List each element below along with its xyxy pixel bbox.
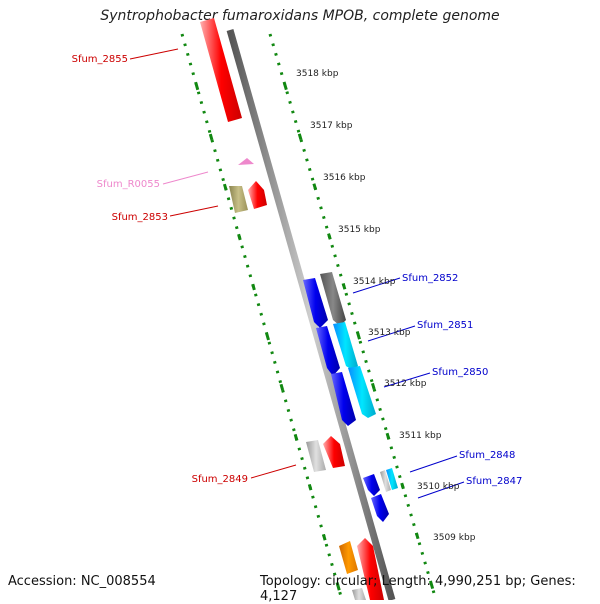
scale-label-3511: 3511 kbp: [399, 431, 442, 441]
track-major-tick: [312, 183, 318, 190]
track-major-tick: [385, 432, 391, 440]
gene-sfum-r0055[interactable]: [238, 158, 254, 165]
gene-label-sfum-2852[interactable]: Sfum_2852: [402, 273, 458, 284]
gene-light-bottom[interactable]: [352, 588, 366, 600]
track-major-tick: [297, 133, 303, 140]
gene-sfum-2853[interactable]: [248, 181, 267, 209]
scale-label-3514: 3514 kbp: [353, 277, 396, 287]
accession-text: Accession: NC_008554: [8, 574, 156, 589]
gene-label-sfum-2849[interactable]: Sfum_2849: [192, 474, 248, 485]
gene-sfum-2847[interactable]: [371, 494, 389, 522]
scale-label-3509: 3509 kbp: [433, 533, 476, 543]
gene-sfum-2852[interactable]: [303, 278, 328, 328]
scale-label-3513: 3513 kbp: [368, 328, 411, 338]
scale-label-3517: 3517 kbp: [310, 121, 353, 131]
track-major-tick: [356, 332, 361, 340]
label-leader-lines: [129, 48, 465, 499]
gene-sfum-2849[interactable]: [323, 436, 345, 468]
track-major-ticks: [194, 83, 435, 591]
gene-cyan-2851[interactable]: [333, 322, 358, 370]
gene-cyan-2848[interactable]: [386, 468, 398, 490]
track-major-tick: [208, 133, 214, 141]
track-major-tick: [237, 233, 242, 241]
gene-cyan-2850[interactable]: [348, 366, 376, 418]
track-major-tick: [265, 333, 270, 341]
track-major-tick: [322, 533, 327, 541]
track-major-tick: [429, 582, 435, 590]
gene-gray-2848[interactable]: [380, 470, 391, 492]
scale-label-3516: 3516 kbp: [323, 173, 366, 183]
track-major-tick: [327, 233, 332, 240]
gene-sfum-2848[interactable]: [363, 474, 380, 496]
scale-label-3510: 3510 kbp: [417, 482, 460, 492]
gene-red-bottom[interactable]: [357, 538, 384, 600]
track-major-tick: [341, 283, 347, 290]
track-major-tick: [400, 482, 405, 490]
track-major-tick: [222, 183, 228, 191]
track-major-tick: [307, 483, 313, 491]
gene-sfum-2855[interactable]: [200, 18, 242, 122]
gene-label-sfum-2847[interactable]: Sfum_2847: [466, 476, 522, 487]
scale-label-3512: 3512 kbp: [384, 379, 427, 389]
gene-olive-small[interactable]: [229, 186, 248, 213]
track-major-tick: [194, 83, 200, 91]
track-major-tick: [279, 383, 285, 391]
track-major-tick: [251, 283, 256, 291]
scale-label-3515: 3515 kbp: [338, 225, 381, 235]
genome-title: Syntrophobacter fumaroxidans MPOB, compl…: [100, 8, 500, 24]
scale-label-3518: 3518 kbp: [296, 69, 339, 79]
gene-label-sfum-r0055[interactable]: Sfum_R0055: [97, 179, 160, 190]
gene-gray-2852[interactable]: [320, 272, 346, 326]
gene-label-sfum-2851[interactable]: Sfum_2851: [417, 320, 473, 331]
gene-gray-light-2849[interactable]: [306, 440, 326, 472]
track-major-tick: [293, 433, 299, 441]
genome-backbone: [226, 29, 396, 600]
left-dotted-track: [180, 33, 344, 600]
right-dotted-track: [268, 33, 438, 600]
gene-orange-bottom[interactable]: [339, 541, 358, 574]
gene-sfum-2851[interactable]: [316, 326, 340, 376]
track-major-tick: [414, 532, 420, 540]
gene-label-sfum-2848[interactable]: Sfum_2848: [459, 450, 515, 461]
track-major-tick: [336, 584, 341, 591]
track-major-tick: [283, 83, 288, 91]
track-major-tick: [371, 382, 376, 390]
gene-sfum-2850[interactable]: [331, 372, 356, 426]
gene-label-sfum-2855[interactable]: Sfum_2855: [72, 54, 128, 65]
gene-label-sfum-2853[interactable]: Sfum_2853: [112, 212, 168, 223]
gene-label-sfum-2850[interactable]: Sfum_2850: [432, 367, 488, 378]
